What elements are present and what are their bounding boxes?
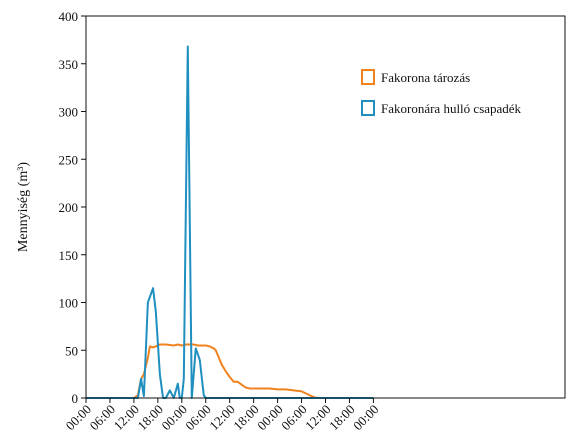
legend-label-fakoronara-hullo-csapadek: Fakoronára hulló csapadék [381,101,522,116]
plot-lines [86,45,374,399]
x-tick-label: 00:00 [254,402,286,434]
x-tick-label: 00:00 [63,402,95,434]
legend-swatch-fakorona-tarozas [361,69,375,85]
x-tick-label: 06:00 [278,402,310,434]
x-tick-label: 00:00 [350,402,382,434]
x-tick-label: 18:00 [134,402,166,434]
y-tick-label: 50 [65,343,78,358]
x-tick-label: 06:00 [182,402,214,434]
y-tick-label: 150 [59,248,79,263]
x-axis: 00:0006:0012:0018:0000:0006:0012:0018:00… [63,398,382,433]
y-tick-label: 300 [59,105,79,120]
legend-swatch-fakoronara-hullo-csapadek [361,100,375,116]
x-tick-label: 18:00 [326,402,358,434]
y-tick-label: 200 [59,200,79,215]
x-tick-label: 06:00 [87,402,119,434]
series-line-1 [86,45,374,399]
y-tick-label: 100 [59,296,79,311]
x-tick-label: 12:00 [302,402,334,434]
x-tick-label: 18:00 [230,402,262,434]
series-line-0 [86,343,374,399]
y-axis: 0 50 100 150 200 250 300 350 400 [59,9,86,406]
y-tick-label: 0 [72,391,79,406]
y-tick-label: 250 [59,152,79,167]
x-tick-label: 12:00 [110,402,142,434]
y-axis-label: Mennyiség (m³) [16,162,31,252]
y-tick-label: 350 [59,57,79,72]
legend-label-fakorona-tarozas: Fakorona tározás [381,70,470,85]
y-tick-label: 400 [59,9,79,24]
x-tick-label: 00:00 [158,402,190,434]
legend: Fakorona tározás Fakoronára hulló csapad… [361,69,522,116]
x-tick-label: 12:00 [206,402,238,434]
